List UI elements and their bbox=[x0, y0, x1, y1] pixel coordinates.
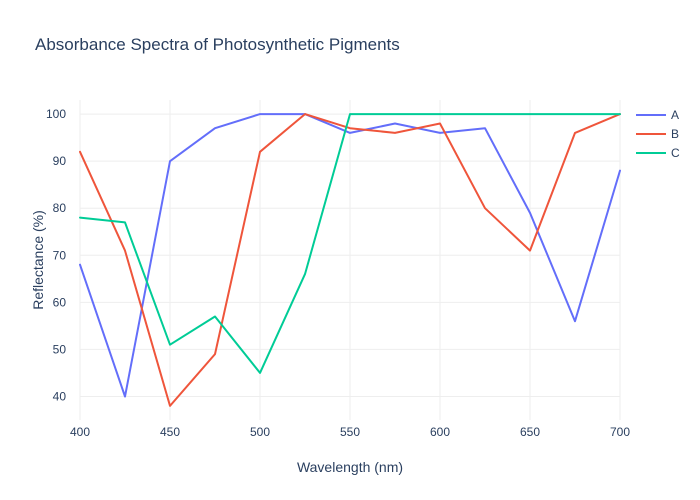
x-tick-label: 600 bbox=[430, 425, 450, 439]
series-line-a bbox=[79, 113, 621, 398]
legend-item-a[interactable]: A bbox=[636, 108, 679, 122]
x-axis-ticks: 400 450 500 550 600 650 700 bbox=[70, 425, 630, 439]
y-tick-label: 60 bbox=[53, 295, 67, 309]
x-tick-label: 650 bbox=[520, 425, 540, 439]
y-tick-label: 50 bbox=[53, 342, 67, 356]
legend-label: C bbox=[671, 146, 680, 160]
y-tick-label: 80 bbox=[53, 201, 67, 215]
y-tick-label: 70 bbox=[53, 248, 67, 262]
legend-label: A bbox=[671, 108, 679, 122]
y-tick-label: 90 bbox=[53, 154, 67, 168]
y-axis-title: Reflectance (%) bbox=[30, 210, 46, 310]
x-tick-label: 550 bbox=[340, 425, 360, 439]
x-axis-title: Wavelength (nm) bbox=[297, 459, 403, 475]
x-tick-label: 400 bbox=[70, 425, 90, 439]
legend-item-b[interactable]: B bbox=[636, 127, 679, 141]
series-lines bbox=[79, 113, 621, 407]
legend-item-c[interactable]: C bbox=[636, 146, 680, 160]
x-tick-label: 450 bbox=[160, 425, 180, 439]
y-axis-ticks: 40 50 60 70 80 90 100 bbox=[46, 107, 66, 403]
y-tick-label: 40 bbox=[53, 389, 67, 403]
x-tick-label: 500 bbox=[250, 425, 270, 439]
chart-title: Absorbance Spectra of Photosynthetic Pig… bbox=[35, 35, 400, 54]
legend-label: B bbox=[671, 127, 679, 141]
legend[interactable]: ABC bbox=[636, 108, 680, 160]
y-tick-label: 100 bbox=[46, 107, 66, 121]
series-line-c bbox=[79, 113, 621, 374]
x-tick-label: 700 bbox=[610, 425, 630, 439]
series-line-b bbox=[79, 113, 621, 407]
